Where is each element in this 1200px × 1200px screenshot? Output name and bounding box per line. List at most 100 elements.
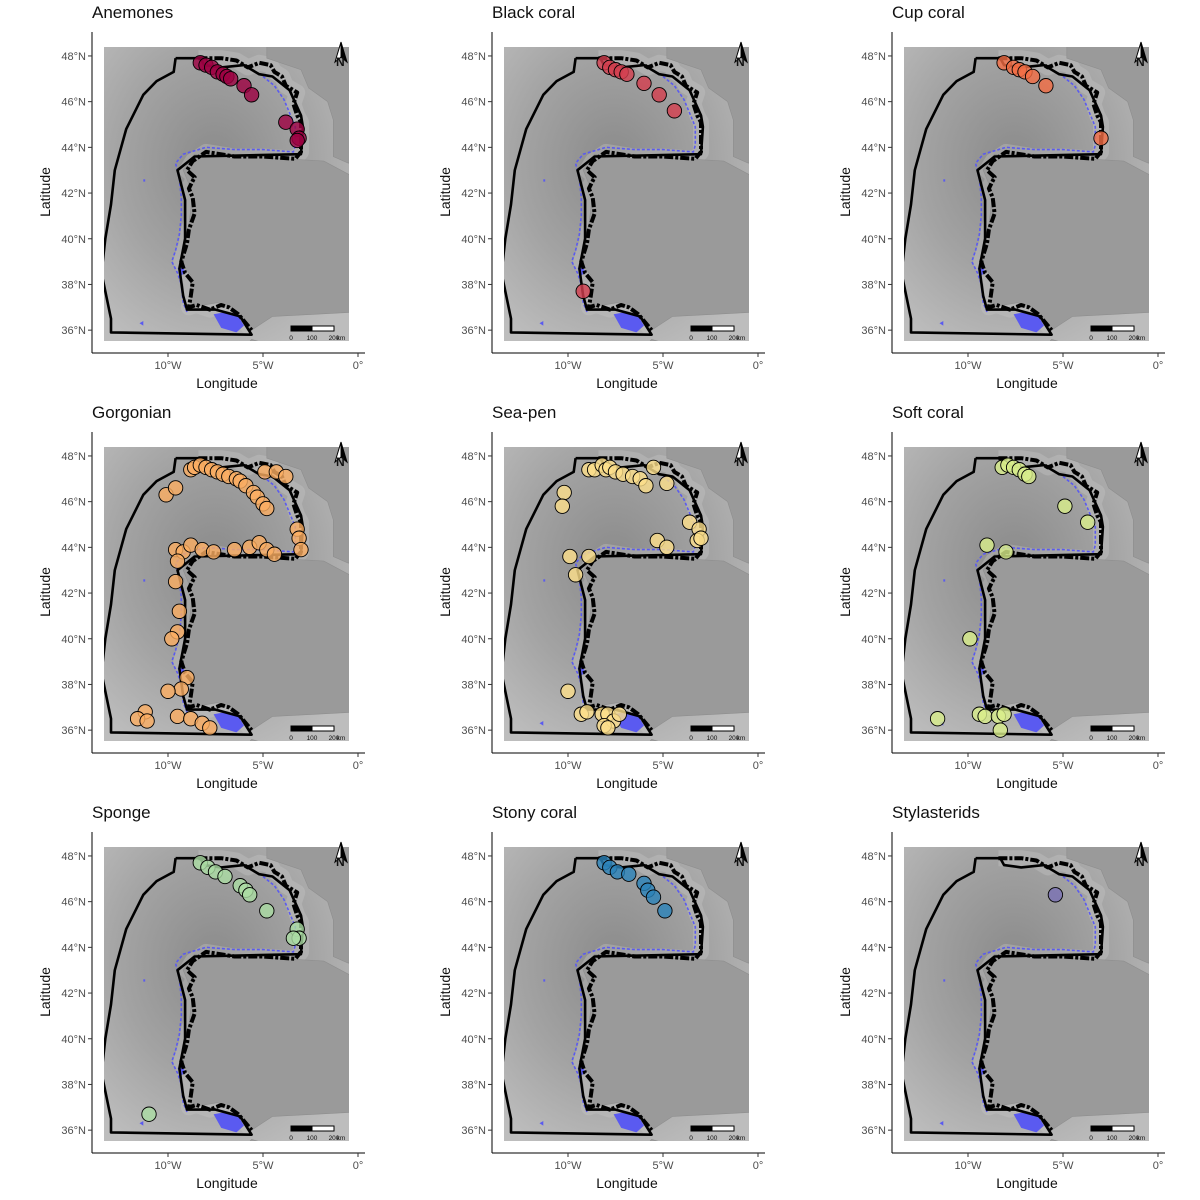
shallow-zone-line (970, 75, 1097, 313)
y-tick-label: 48°N (461, 51, 486, 63)
occurrence-point (169, 553, 186, 569)
land-area (179, 953, 349, 1131)
scale-bar-label: km (1137, 1135, 1146, 1142)
axes: 36°N 38°N 40°N 42°N 44°N 46°N 48°N 10°W 5°W 0° (861, 832, 1165, 1172)
y-tick-label: 46°N (861, 497, 886, 509)
north-label: N (336, 55, 345, 69)
shallow-zone-line (170, 475, 297, 713)
shallow-zone (613, 1111, 644, 1133)
x-axis-label: Longitude (996, 375, 1058, 391)
north-label: N (1136, 455, 1145, 469)
shallow-zone-line (970, 875, 1097, 1113)
y-tick-label: 44°N (61, 942, 86, 954)
y-tick-label: 46°N (461, 497, 486, 509)
scale-bar-label: km (337, 335, 346, 342)
panel-title: Cup coral (892, 3, 965, 22)
y-tick-label: 46°N (61, 497, 86, 509)
map-panel: N 0 100 200 km 36°N 38°N 40°N 42°N 44°N 46°N 48°N 10… (400, 0, 800, 400)
x-tick-label: 0° (1153, 760, 1164, 772)
occurrence-point (659, 475, 675, 492)
x-tick-label: 0° (753, 1160, 764, 1172)
x-tick-label: 5°W (253, 360, 275, 372)
y-tick-label: 42°N (461, 988, 486, 1000)
y-tick-label: 38°N (61, 279, 86, 291)
scale-bar-label: 0 (1089, 1135, 1093, 1142)
scale-bar-label: 200 (1129, 335, 1140, 342)
scale-bar-label: 0 (289, 1135, 293, 1142)
coastline (179, 56, 303, 332)
x-tick-label: 10°W (154, 760, 182, 772)
axes: 36°N 38°N 40°N 42°N 44°N 46°N 48°N 10°W 5°W 0° (61, 832, 365, 1172)
y-tick-label: 40°N (461, 234, 486, 246)
coastline (579, 856, 703, 1132)
scale-bar-label: 100 (307, 735, 318, 742)
land-area (666, 47, 749, 164)
shallow-zone (143, 979, 146, 982)
x-tick-label: 10°W (554, 1160, 582, 1172)
occurrence-point (621, 866, 637, 882)
shallow-zone (539, 1121, 544, 1126)
scale-bar-label: 100 (307, 335, 318, 342)
north-label: N (1136, 55, 1145, 69)
land-area (266, 47, 349, 164)
study-area-boundary (504, 56, 705, 337)
land-area (266, 447, 349, 564)
map-layers (104, 847, 349, 1141)
land-area (1049, 338, 1059, 341)
scale-bar-label: km (1137, 335, 1146, 342)
y-tick-label: 48°N (861, 451, 886, 463)
scale-bar-label: 200 (329, 335, 340, 342)
occurrence-point (996, 706, 1012, 722)
y-tick-label: 48°N (861, 51, 886, 63)
scale-bar-label: 100 (1107, 1135, 1118, 1142)
north-label: N (736, 455, 745, 469)
x-axis-label: Longitude (996, 775, 1058, 791)
occurrence-point (167, 480, 184, 496)
occurrence-point (636, 75, 652, 92)
land-area (579, 553, 749, 731)
x-tick-label: 0° (753, 360, 764, 372)
shallow-zone-line (170, 875, 297, 1113)
shallow-zone (543, 579, 546, 582)
x-tick-label: 10°W (954, 1160, 982, 1172)
y-tick-label: 48°N (61, 51, 86, 63)
shallow-zone (1013, 311, 1044, 333)
y-tick-label: 36°N (461, 325, 486, 337)
x-tick-label: 10°W (954, 760, 982, 772)
y-tick-label: 38°N (61, 1079, 86, 1091)
scale-bar-label: 100 (707, 335, 718, 342)
y-tick-label: 40°N (61, 634, 86, 646)
x-tick-label: 10°W (554, 760, 582, 772)
y-tick-label: 38°N (861, 279, 886, 291)
occurrence-point (167, 573, 184, 590)
map-layers (904, 847, 1149, 1141)
x-axis-label: Longitude (996, 1175, 1058, 1191)
shallow-zone-line (570, 75, 697, 313)
north-arrow-icon: N (734, 841, 748, 869)
map-panel: N 0 100 200 km 36°N 38°N 40°N 42°N 44°N 46°N 48°N 10… (0, 400, 400, 800)
shallow-zone (213, 711, 244, 733)
y-axis-label: Latitude (37, 967, 53, 1017)
axes: 36°N 38°N 40°N 42°N 44°N 46°N 48°N 10°W 5°W 0° (461, 32, 765, 372)
occurrence-point (160, 683, 176, 699)
occurrence-point (554, 498, 570, 514)
land-area (1049, 738, 1059, 741)
x-axis-label: Longitude (596, 775, 658, 791)
occurrence-point (645, 459, 662, 476)
land-area (249, 738, 259, 741)
occurrence-point (223, 71, 239, 87)
shallow-zone (543, 179, 546, 182)
occurrence-point (285, 930, 302, 946)
map-panel: N 0 100 200 km 36°N 38°N 40°N 42°N 44°N 46°N 48°N 10… (400, 800, 800, 1200)
map-layers (504, 847, 749, 1141)
occurrence-point (581, 548, 597, 565)
shallow-zone (143, 179, 146, 182)
shallow-zone-line (570, 875, 697, 1113)
x-tick-label: 0° (753, 760, 764, 772)
y-tick-label: 40°N (461, 634, 486, 646)
